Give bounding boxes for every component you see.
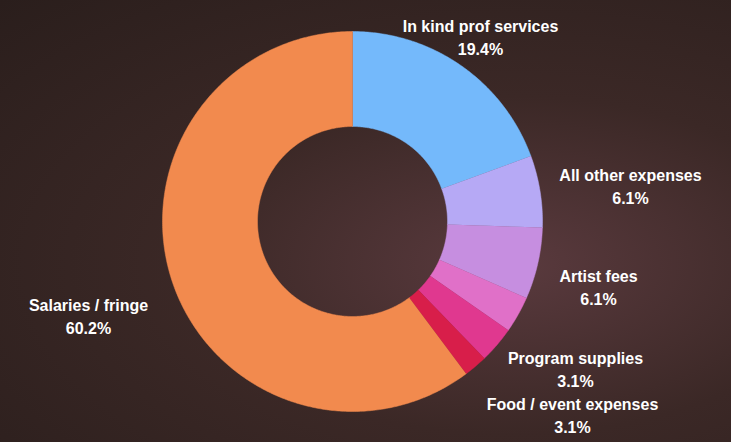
svg-text:All other expenses6.1%: All other expenses6.1% (559, 167, 701, 206)
svg-text:Artist fees6.1%: Artist fees6.1% (559, 268, 637, 307)
svg-text:In kind prof services19.4%: In kind prof services19.4% (403, 18, 559, 57)
svg-text:Program supplies3.1%: Program supplies3.1% (508, 350, 643, 389)
svg-text:Food / event expenses3.1%: Food / event expenses3.1% (487, 396, 659, 435)
svg-text:Salaries / fringe60.2%: Salaries / fringe60.2% (29, 297, 148, 336)
